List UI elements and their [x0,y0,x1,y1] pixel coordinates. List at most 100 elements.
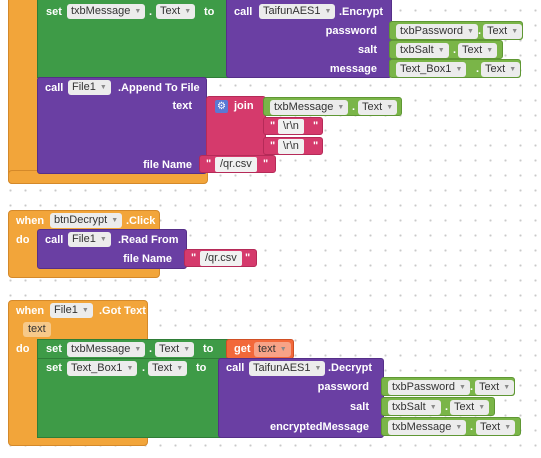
getter-txbSalt-text[interactable]: txbSalt ▼ . Text ▼ [389,40,503,59]
chevron-down-icon: ▼ [467,28,474,35]
call-keyword: call [226,362,245,374]
text-literal-file-name[interactable]: " /qr.csv " [184,249,257,267]
chevron-down-icon: ▼ [509,66,517,73]
property-dropdown-text[interactable]: Text ▼ [483,24,523,39]
call-encrypt-block[interactable]: call TaifunAES1 ▼ .Encrypt password salt … [226,0,392,78]
dot-separator: . [149,343,153,355]
when-keyword: when [16,305,45,317]
do-keyword: do [16,343,30,355]
component-dropdown-txbMessage[interactable]: txbMessage ▼ [67,4,146,19]
chevron-down-icon: ▼ [437,47,445,54]
chevron-down-icon: ▼ [184,8,192,15]
property-dropdown-text[interactable]: Text ▼ [475,380,515,395]
dot-separator: . [476,63,480,75]
property-dropdown-text[interactable]: Text ▼ [156,4,196,19]
component-dropdown-txbPassword[interactable]: txbPassword ▼ [388,380,470,395]
set-txbMessage-block[interactable]: set txbMessage ▼ . Text ▼ to [37,339,229,359]
chevron-down-icon: ▼ [455,424,463,431]
method-name-encrypt: .Encrypt [339,6,384,18]
arg-label-text: text [172,100,192,112]
getter-txbPassword-text[interactable]: txbPassword ▼ . Text ▼ [389,21,523,40]
arg-label-file-name: file Name [123,253,172,265]
component-dropdown-textbox1[interactable]: Text_Box1 ▼ [396,62,467,77]
text-value[interactable]: \r\n [278,119,304,134]
gear-icon[interactable]: ⚙ [215,100,228,113]
get-keyword: get [234,343,251,355]
property-dropdown-text[interactable]: Text ▼ [481,62,521,77]
property-dropdown-text[interactable]: Text ▼ [148,361,188,376]
chevron-down-icon: ▼ [478,404,486,411]
to-keyword: to [203,343,214,355]
call-decrypt-block[interactable]: call TaifunAES1 ▼ .Decrypt password salt … [218,358,384,438]
getter-txbMessage-text[interactable]: txbMessage ▼ . Text ▼ [381,417,521,436]
call-append-to-file-block[interactable]: call File1 ▼ .Append To File text file Na… [37,77,207,174]
text-literal-newline-1[interactable]: " \r\n " [263,117,323,135]
set-txbMessage-block[interactable]: set txbMessage ▼ . Text ▼ to [37,0,229,78]
property-dropdown-text[interactable]: Text ▼ [450,400,490,415]
chevron-down-icon: ▼ [503,384,511,391]
property-dropdown-text[interactable]: Text ▼ [358,100,398,115]
component-dropdown-textbox1[interactable]: Text_Box1 ▼ [67,361,138,376]
component-dropdown-txbMessage[interactable]: txbMessage ▼ [388,420,467,435]
event-name-click: .Click [126,215,156,227]
arg-label-file-name: file Name [143,159,192,171]
call-keyword: call [45,234,64,246]
component-dropdown-txbSalt[interactable]: txbSalt ▼ [396,43,449,58]
text-value[interactable]: /qr.csv [215,157,257,172]
getter-txbMessage-text[interactable]: txbMessage ▼ . Text ▼ [263,97,402,116]
dot-separator: . [149,6,153,18]
property-dropdown-text[interactable]: Text ▼ [476,420,516,435]
text-literal-file-name[interactable]: " /qr.csv " [199,155,276,173]
chevron-down-icon: ▼ [99,84,107,91]
text-literal-newline-2[interactable]: " \r\n " [263,137,323,155]
arg-label-salt: salt [358,44,377,56]
to-keyword: to [196,362,207,374]
set-keyword: set [46,6,62,18]
arg-label-salt: salt [350,401,369,413]
component-dropdown-taifunaes1[interactable]: TaifunAES1 ▼ [259,4,336,19]
chevron-down-icon: ▼ [486,47,494,54]
component-dropdown-taifunaes1[interactable]: TaifunAES1 ▼ [249,361,326,376]
chevron-down-icon: ▼ [126,365,134,372]
dot-separator: . [445,401,449,413]
component-dropdown-txbMessage[interactable]: txbMessage ▼ [67,342,146,357]
arg-label-password: password [325,25,377,37]
getter-txbPassword-text[interactable]: txbPassword ▼ . Text ▼ [381,377,515,396]
getter-textbox1-text[interactable]: Text_Box1 ▼ . Text ▼ [389,59,521,78]
property-dropdown-text[interactable]: Text ▼ [458,43,498,58]
dot-separator: . [478,25,482,37]
text-value[interactable]: \r\n [278,139,304,154]
dot-separator: . [352,101,356,113]
join-block[interactable]: ⚙ join [206,96,266,158]
property-dropdown-text[interactable]: Text ▼ [155,342,195,357]
chevron-down-icon: ▼ [511,28,519,35]
component-dropdown-txbPassword[interactable]: txbPassword ▼ [396,24,478,39]
event-parameter-text[interactable]: text [23,322,51,337]
dot-separator: . [470,381,474,393]
event-block-top[interactable] [8,0,38,184]
call-keyword: call [45,82,64,94]
method-name-append-to-file: .Append To File [118,82,200,94]
component-dropdown-txbSalt[interactable]: txbSalt ▼ [388,400,441,415]
text-value[interactable]: /qr.csv [200,251,242,266]
chevron-down-icon: ▼ [279,346,287,353]
chevron-down-icon: ▼ [324,8,332,15]
set-textbox1-block[interactable]: set Text_Box1 ▼ . Text ▼ to [37,358,221,438]
component-dropdown-txbMessage[interactable]: txbMessage ▼ [270,100,349,115]
call-keyword: call [234,6,253,18]
arg-label-encrypted-message: encryptedMessage [269,421,369,433]
chevron-down-icon: ▼ [134,346,142,353]
component-dropdown-file1[interactable]: File1 ▼ [68,232,111,247]
get-text-block[interactable]: get text ▼ [226,339,294,359]
component-dropdown-btnDecrypt[interactable]: btnDecrypt ▼ [50,213,123,228]
event-name-got-text: .Got Text [99,305,146,317]
dot-separator: . [453,44,457,56]
component-dropdown-file1[interactable]: File1 ▼ [68,80,111,95]
arg-label-message: message [329,63,377,75]
component-dropdown-file1[interactable]: File1 ▼ [50,303,93,318]
variable-dropdown-text[interactable]: text ▼ [254,342,291,357]
chevron-down-icon: ▼ [429,404,437,411]
call-read-from-block[interactable]: call File1 ▼ .Read From file Name [37,229,187,269]
dot-separator: . [470,421,474,433]
getter-txbSalt-text[interactable]: txbSalt ▼ . Text ▼ [381,397,495,416]
